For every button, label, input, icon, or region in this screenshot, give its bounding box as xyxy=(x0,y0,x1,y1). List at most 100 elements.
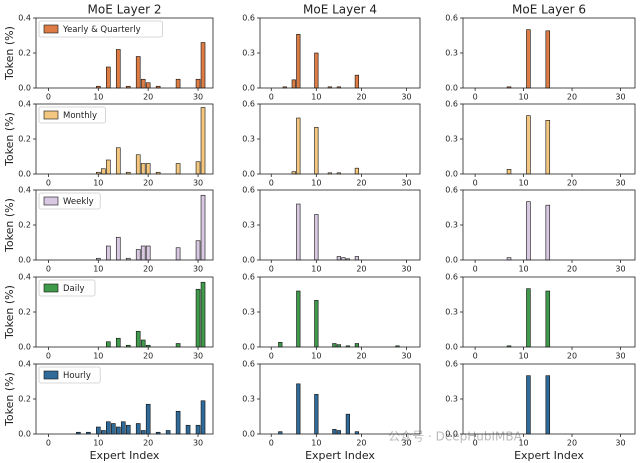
bar xyxy=(296,117,301,175)
bar xyxy=(354,343,360,348)
bar xyxy=(125,424,131,435)
x-tick-label: 10 xyxy=(311,439,321,448)
x-tick-label: 20 xyxy=(356,352,366,361)
x-tick-label: 10 xyxy=(518,265,528,274)
bar xyxy=(278,342,283,348)
x-tick-label: 0 xyxy=(46,179,51,188)
x-tick-label: 20 xyxy=(567,439,577,448)
bar xyxy=(195,78,201,89)
x-tick-label: 10 xyxy=(311,265,321,274)
chart-title: MoE Layer 4 xyxy=(303,3,377,17)
y-tick-label: 0.0 xyxy=(445,170,458,179)
x-tick-label: 0 xyxy=(473,352,478,361)
bar xyxy=(175,78,181,89)
x-tick-label: 30 xyxy=(401,93,411,102)
y-tick-label: 0.6 xyxy=(242,273,255,282)
bar xyxy=(145,163,151,175)
y-tick-label: 0.0 xyxy=(445,343,458,352)
x-tick-label: 20 xyxy=(567,265,577,274)
bar xyxy=(314,394,319,435)
plot-frame xyxy=(259,17,421,89)
bar xyxy=(175,410,181,435)
y-axis-label: Token (%) xyxy=(3,112,16,167)
x-tick-label: 10 xyxy=(93,179,103,188)
bar xyxy=(101,430,106,435)
bar xyxy=(200,281,206,348)
x-tick-label: 0 xyxy=(269,93,274,102)
x-tick-label: 30 xyxy=(193,439,203,448)
x-tick-label: 30 xyxy=(401,179,411,188)
x-tick-label: 20 xyxy=(143,265,153,274)
bar xyxy=(314,127,319,175)
bar xyxy=(526,115,531,175)
y-axis-label: Token (%) xyxy=(3,198,16,253)
x-tick-label: 20 xyxy=(356,439,366,448)
y-tick-label: 0.3 xyxy=(445,308,458,317)
y-tick-label: 0.3 xyxy=(445,395,458,404)
y-tick-label: 0.6 xyxy=(242,14,255,23)
bar xyxy=(106,245,111,261)
legend-swatch xyxy=(43,24,59,34)
bar xyxy=(96,426,101,435)
x-tick-label: 0 xyxy=(473,265,478,274)
y-tick-label: 0.3 xyxy=(242,221,255,230)
x-tick-label: 30 xyxy=(193,93,203,102)
bar xyxy=(296,203,301,261)
legend-swatch xyxy=(43,283,59,293)
y-tick-label: 0.2 xyxy=(18,221,31,230)
y-tick-label: 0.2 xyxy=(18,135,31,144)
bar xyxy=(314,52,319,89)
y-tick-label: 0.4 xyxy=(18,100,31,109)
bar xyxy=(545,204,551,261)
x-tick-label: 10 xyxy=(93,352,103,361)
bar xyxy=(345,413,350,435)
y-tick-label: 0.2 xyxy=(18,49,31,58)
bar xyxy=(526,201,531,261)
x-tick-label: 0 xyxy=(46,265,51,274)
x-tick-label: 10 xyxy=(93,439,103,448)
y-tick-label: 0.0 xyxy=(242,430,255,439)
x-tick-label: 0 xyxy=(269,179,274,188)
bar xyxy=(135,56,141,89)
bar xyxy=(115,49,121,89)
bar xyxy=(135,154,141,175)
y-tick-label: 0.2 xyxy=(18,395,31,404)
y-tick-label: 0.6 xyxy=(445,360,458,369)
y-tick-label: 0.0 xyxy=(18,430,31,439)
x-tick-label: 30 xyxy=(193,352,203,361)
x-tick-label: 0 xyxy=(46,439,51,448)
bar xyxy=(332,429,337,435)
y-tick-label: 0.6 xyxy=(242,360,255,369)
y-tick-label: 0.3 xyxy=(242,135,255,144)
plot-frame xyxy=(259,103,421,175)
x-tick-label: 20 xyxy=(143,179,153,188)
y-tick-label: 0.3 xyxy=(242,395,255,404)
bar xyxy=(135,423,141,435)
bar xyxy=(140,339,146,348)
x-tick-label: 30 xyxy=(615,179,625,188)
bar xyxy=(545,375,551,435)
bar xyxy=(115,236,121,261)
y-axis-label: Token (%) xyxy=(3,285,16,340)
y-tick-label: 0.4 xyxy=(18,273,31,282)
bar xyxy=(332,343,337,348)
x-tick-label: 10 xyxy=(518,93,528,102)
x-axis-label: Expert Index xyxy=(305,449,375,462)
bar xyxy=(120,421,126,435)
y-tick-label: 0.3 xyxy=(242,308,255,317)
x-tick-label: 30 xyxy=(615,352,625,361)
bar xyxy=(354,167,360,175)
x-tick-label: 10 xyxy=(518,439,528,448)
bar xyxy=(314,300,319,348)
bar xyxy=(195,161,201,175)
bar xyxy=(526,288,531,348)
x-tick-label: 30 xyxy=(193,179,203,188)
bar xyxy=(354,256,360,261)
bar xyxy=(195,288,201,348)
bar xyxy=(200,400,206,435)
legend-label: Daily xyxy=(63,284,85,294)
x-tick-label: 10 xyxy=(518,179,528,188)
bar xyxy=(115,147,121,175)
legend-swatch xyxy=(43,110,59,120)
